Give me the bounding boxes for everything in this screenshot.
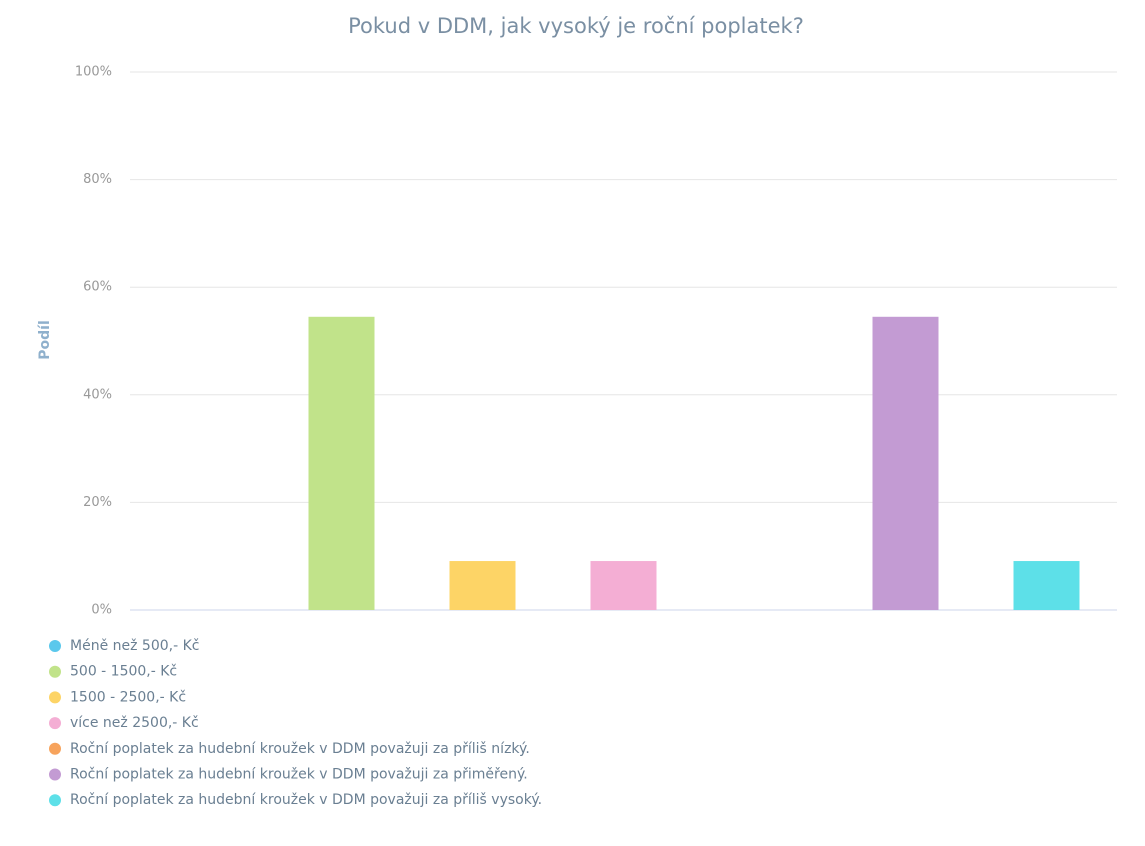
- bar: [1013, 561, 1080, 610]
- y-tick-label: 100%: [75, 65, 112, 80]
- legend-label: více než 2500,- Kč: [70, 715, 199, 731]
- legend-label: Roční poplatek za hudební kroužek v DDM …: [70, 792, 542, 808]
- bar: [590, 561, 657, 610]
- legend-label: 1500 - 2500,- Kč: [70, 689, 186, 705]
- legend-label: 500 - 1500,- Kč: [70, 664, 177, 680]
- legend-label: Méně než 500,- Kč: [70, 638, 199, 654]
- y-tick-label: 0%: [91, 603, 112, 618]
- legend-marker: [49, 768, 61, 781]
- legend-marker: [49, 665, 61, 678]
- legend-marker: [49, 794, 61, 807]
- legend-label: Roční poplatek za hudební kroužek v DDM …: [70, 741, 530, 757]
- chart-title: Pokud v DDM, jak vysoký je roční poplate…: [348, 14, 804, 38]
- y-tick-label: 40%: [83, 387, 112, 402]
- y-tick-label: 80%: [83, 172, 112, 187]
- bar: [308, 316, 375, 610]
- legend-marker: [49, 742, 61, 755]
- legend-marker: [49, 717, 61, 730]
- legend-label: Roční poplatek za hudební kroužek v DDM …: [70, 767, 528, 783]
- y-tick-label: 20%: [83, 495, 112, 510]
- bar: [872, 316, 939, 610]
- legend-marker: [49, 640, 61, 652]
- y-axis-label: Podíl: [37, 320, 53, 360]
- y-tick-label: 60%: [83, 280, 112, 295]
- bar: [449, 561, 516, 610]
- legend-marker: [49, 691, 61, 704]
